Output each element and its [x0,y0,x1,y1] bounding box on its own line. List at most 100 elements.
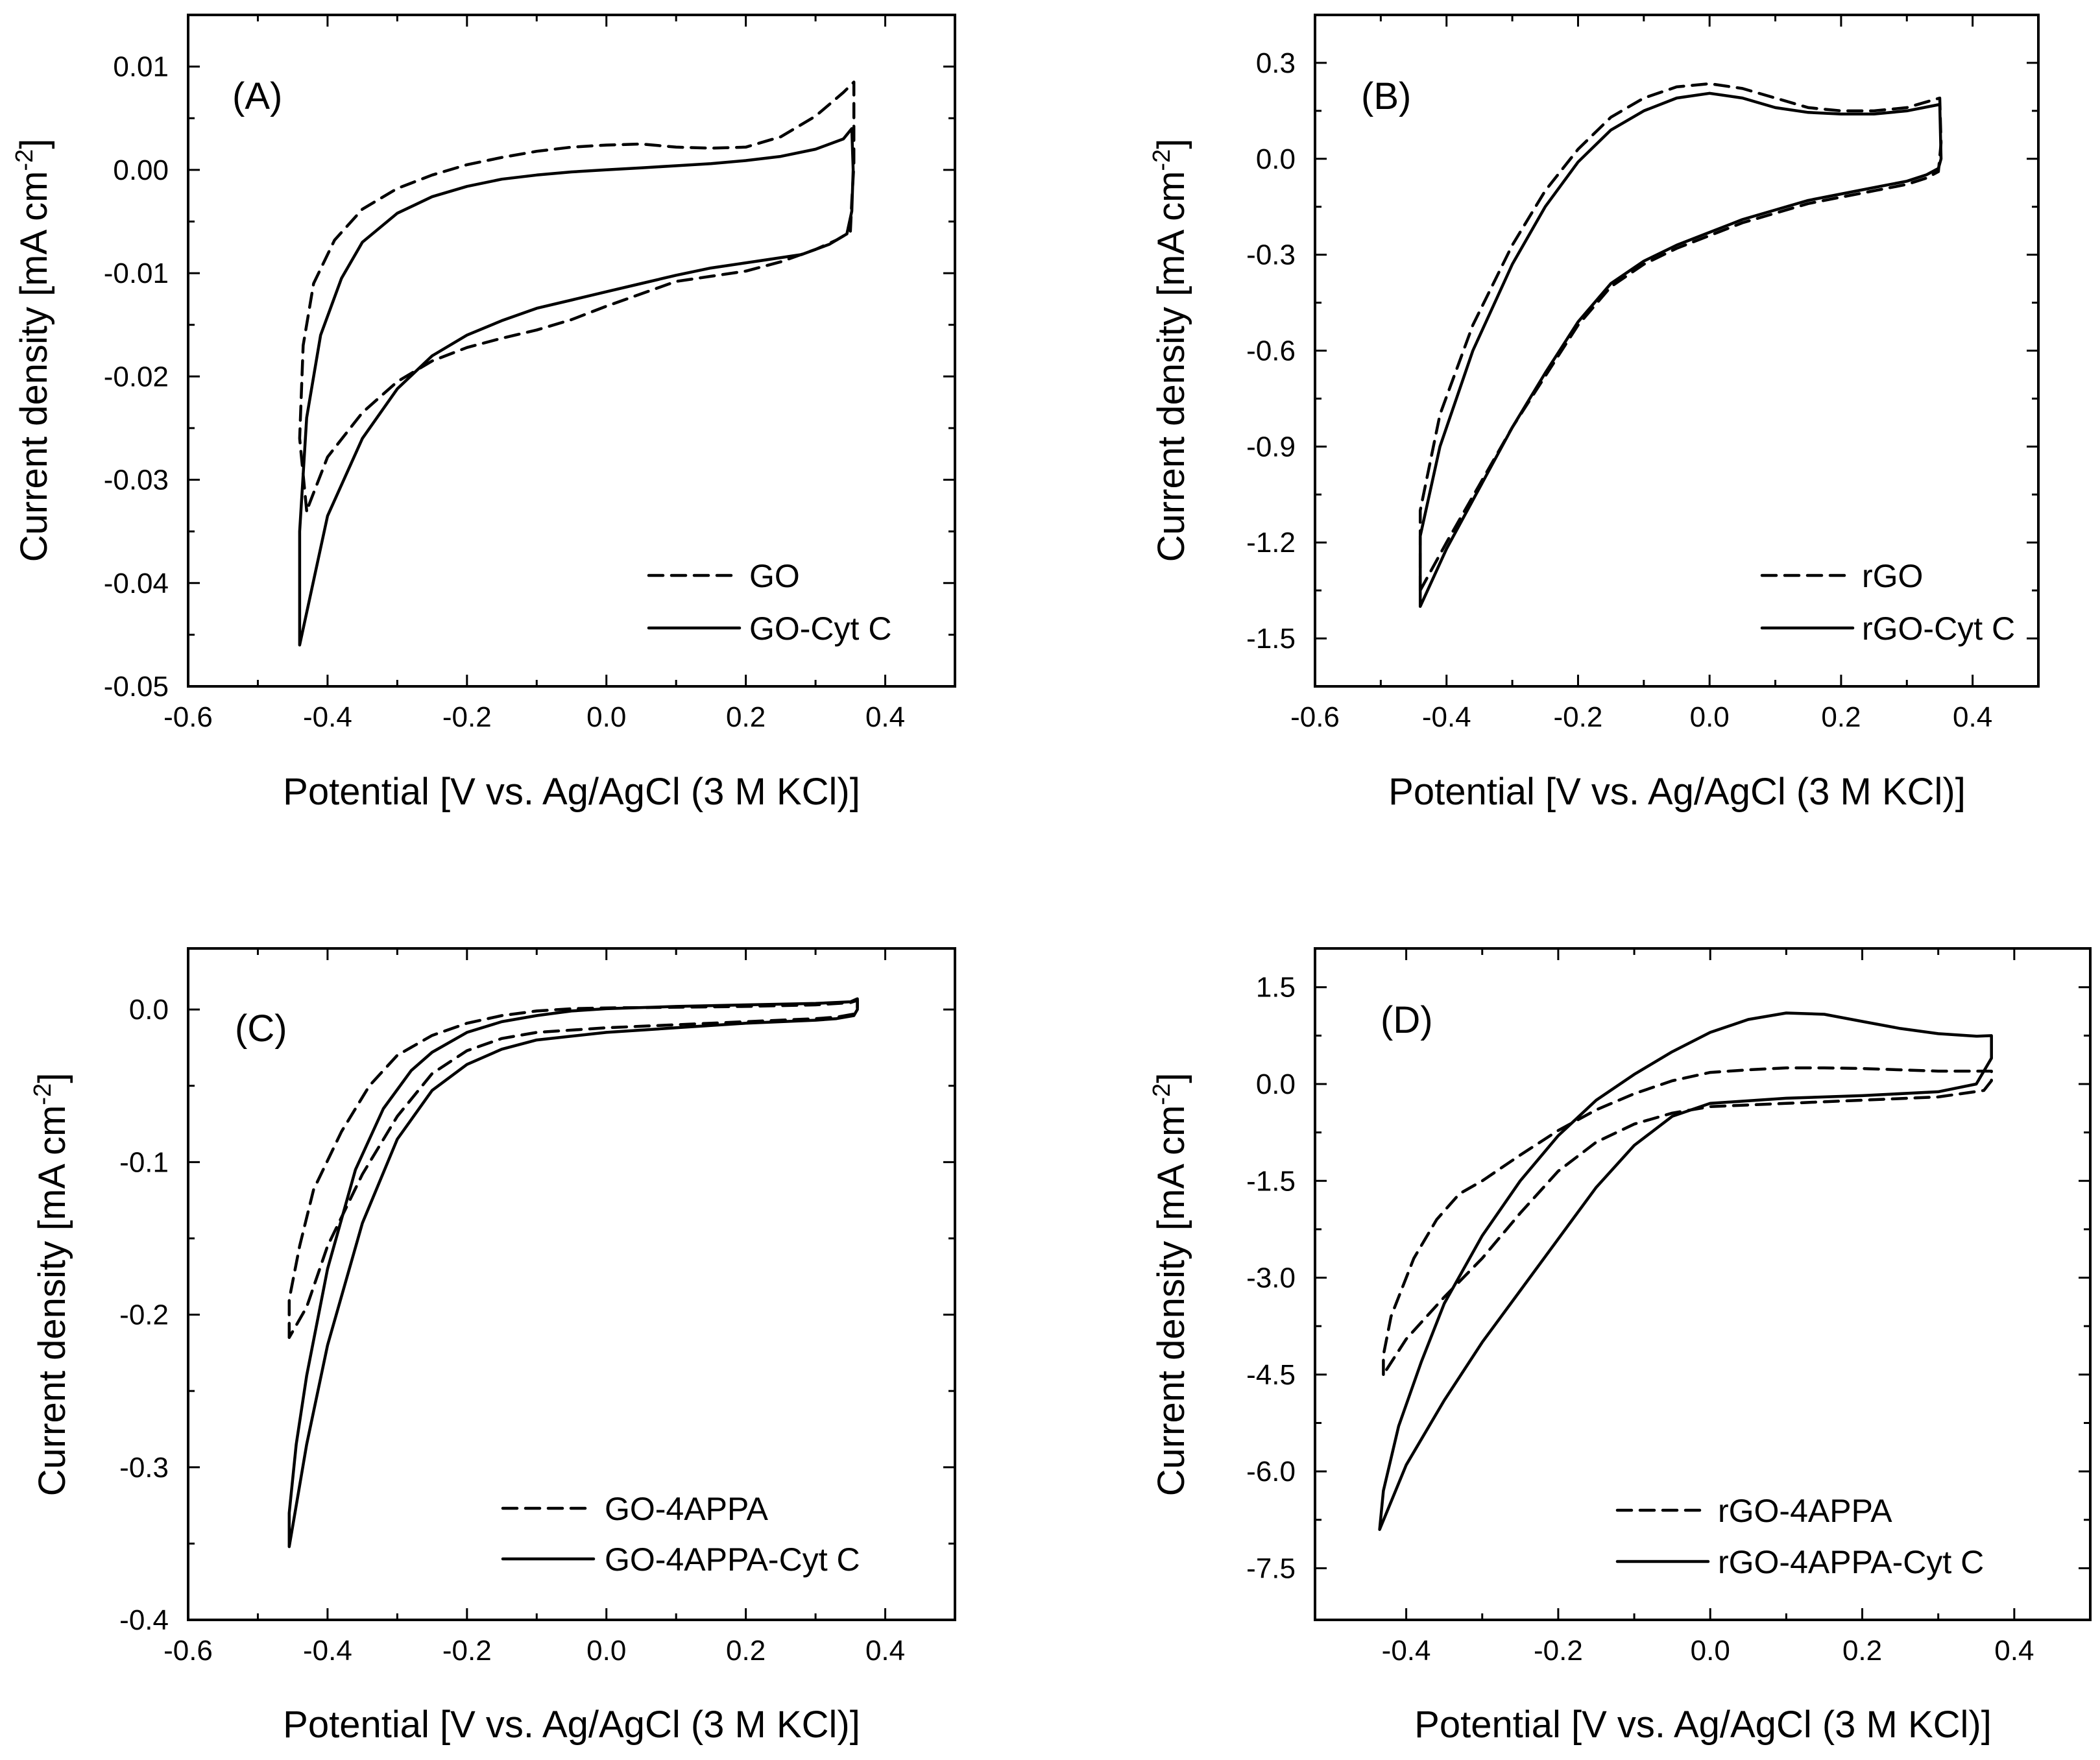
y-axis-label-sup-a: -2 [11,149,38,171]
series-line-go-4appa [287,998,859,1340]
y-tick-labels-d: -7.5 -6.0 -4.5 -3.0 -1.5 0.0 1.5 [1246,972,1296,1585]
legend-label-rgo-4appa: rGO-4APPA [1718,1493,1892,1529]
curves-d [1378,1011,1993,1531]
x-tick-label-b: 0.4 [1953,701,1992,733]
legend-label-go-cytc: GO-Cyt C [749,610,891,647]
legend-label-go-4appa-cytc: GO-4APPA-Cyt C [605,1541,860,1578]
x-axis-label-b: Potential [V vs. Ag/AgCl (3 M KCl)] [1388,771,1966,813]
panel-label-a: (A) [232,75,282,117]
y-axis-label-text-c: Current density [mA cm [31,1105,73,1497]
y-axis-label-sup-d: -2 [1148,1083,1176,1105]
x-tick-label-b: -0.4 [1422,701,1471,733]
x-tick-label-d: 0.0 [1691,1635,1730,1667]
y-axis-label-text-a: Current density [mA cm [13,171,55,562]
y-tick-label-c: -0.2 [119,1299,169,1331]
series-line-rgo-4appa [1382,1066,1993,1377]
panel-a: -0.6 -0.4 -0.2 0.0 0.2 0.4 -0.05-0.04-0.03-0.… [11,14,956,813]
y-tick-label-a: 0.01 [113,51,169,83]
panel-d: -0.4 -0.2 0.0 0.2 0.4 -7.5 -6.0 -4.5 -3.0 -1.5 0.… [1148,947,2092,1746]
y-axis-label-close-a: ] [13,139,55,149]
y-axis-label-b: Current density [mA cm-2] [1148,139,1192,562]
curves-b [1418,82,1943,609]
y-tick-label-b: -0.3 [1246,239,1296,271]
x-tick-label-a: -0.2 [442,701,492,733]
x-tick-label-c: -0.2 [442,1635,492,1667]
series-line-rgo-cyt-c [1418,91,1943,609]
curves-c [287,997,859,1549]
x-tick-label-d: 0.2 [1842,1635,1882,1667]
plot-frame-c [187,947,956,1621]
legend-label-go: GO [749,558,800,594]
y-axis-label-sup-c: -2 [29,1083,56,1105]
legend-a: GO GO-Cyt C [647,558,891,647]
series-line-go-cyt-c [298,127,855,647]
legend-d: rGO-4APPA rGO-4APPA-Cyt C [1615,1493,1984,1580]
legend-label-rgo-4appa-cytc: rGO-4APPA-Cyt C [1718,1544,1984,1580]
y-axis-label-d: Current density [mA cm-2] [1148,1073,1192,1497]
y-tick-label-a: -0.02 [104,361,169,392]
x-tick-label-b: -0.2 [1554,701,1603,733]
y-tick-label-a: -0.01 [104,258,169,289]
panel-c: -0.6 -0.4 -0.2 0.0 0.2 0.4 -0.4-0.3-0.2-0.10.… [29,947,956,1746]
x-axis-label-c: Potential [V vs. Ag/AgCl (3 M KCl)] [283,1704,860,1746]
y-axis-label-close-c: ] [31,1073,73,1083]
y-axis-label-a: Current density [mA cm-2] [11,139,55,562]
y-tick-labels-a: -0.05 -0.04 -0.03 -0.02 -0.01 0.00 0.01 [104,51,169,703]
x-tick-labels-b: -0.6 -0.4 -0.2 0.0 0.2 0.4 [1290,701,1992,733]
series-line-rgo [1418,82,1943,592]
x-tick-label-b: -0.6 [1290,701,1340,733]
x-tick-label-a: -0.6 [163,701,213,733]
panel-label-d: (D) [1381,999,1433,1041]
curves-a [298,80,856,647]
x-tick-label-a: 0.0 [586,701,626,733]
y-tick-label-d: -3.0 [1246,1262,1296,1294]
y-tick-label-b: 0.3 [1256,47,1296,79]
series-line-go-4appa-cyt-c [287,997,859,1549]
y-tick-label-a: -0.05 [104,671,169,703]
x-tick-label-c: 0.2 [726,1635,766,1667]
x-tick-labels-a: -0.6 -0.4 -0.2 0.0 0.2 0.4 [163,701,905,733]
y-tick-label-b: 0.0 [1256,143,1296,175]
x-tick-label-b: 0.2 [1821,701,1861,733]
y-tick-label-d: 0.0 [1256,1068,1296,1100]
panel-label-b: (B) [1361,75,1411,117]
y-axis-label-text-b: Current density [mA cm [1150,171,1192,562]
x-tick-label-d: -0.4 [1382,1635,1431,1667]
y-tick-label-b: -0.9 [1246,431,1296,463]
y-tick-label-c: 0.0 [129,994,169,1026]
y-tick-labels-c: -0.4 -0.3 -0.2 -0.1 0.0 [119,994,169,1636]
legend-c: GO-4APPA GO-4APPA-Cyt C [501,1491,860,1578]
y-tick-labels-b: -1.5 -1.2 -0.9 -0.6 -0.3 0.0 0.3 [1246,47,1296,655]
y-axis-label-sup-b: -2 [1148,149,1176,171]
plot-frame-d [1314,947,2092,1621]
legend-label-rgo: rGO [1862,558,1923,594]
series-line-go [298,80,856,512]
x-axis-label-a: Potential [V vs. Ag/AgCl (3 M KCl)] [283,771,860,813]
x-tick-label-a: 0.4 [865,701,905,733]
x-tick-label-a: 0.2 [726,701,766,733]
x-tick-label-c: 0.0 [586,1635,626,1667]
y-tick-label-c: -0.3 [119,1452,169,1484]
x-tick-label-a: -0.4 [303,701,352,733]
y-tick-label-d: -7.5 [1246,1552,1296,1584]
ticks-b [1314,15,2038,686]
legend-b: rGO rGO-Cyt C [1760,558,2015,647]
x-tick-label-d: -0.2 [1534,1635,1583,1667]
y-tick-label-b: -0.6 [1246,335,1296,367]
y-tick-label-a: 0.00 [113,154,169,186]
panel-b: -0.6 -0.4 -0.2 0.0 0.2 0.4 -1.5-1.2-0.9-0.6-0… [1148,14,2040,813]
y-tick-label-d: -4.5 [1246,1359,1296,1391]
series-line-rgo-4appa-cyt-c [1378,1011,1993,1531]
x-tick-labels-d: -0.4 -0.2 0.0 0.2 0.4 [1382,1635,2034,1667]
legend-label-go-4appa: GO-4APPA [605,1491,769,1527]
y-tick-label-c: -0.1 [119,1146,169,1178]
x-tick-label-b: 0.0 [1690,701,1730,733]
panel-label-c: (C) [235,1007,287,1050]
y-axis-label-close-b: ] [1150,139,1192,149]
y-axis-label-c: Current density [mA cm-2] [29,1073,73,1497]
x-tick-label-c: 0.4 [865,1635,905,1667]
x-axis-label-d: Potential [V vs. Ag/AgCl (3 M KCl)] [1414,1704,1992,1746]
x-tick-labels-c: -0.6 -0.4 -0.2 0.0 0.2 0.4 [163,1635,905,1667]
ticks-d [1315,948,2090,1620]
